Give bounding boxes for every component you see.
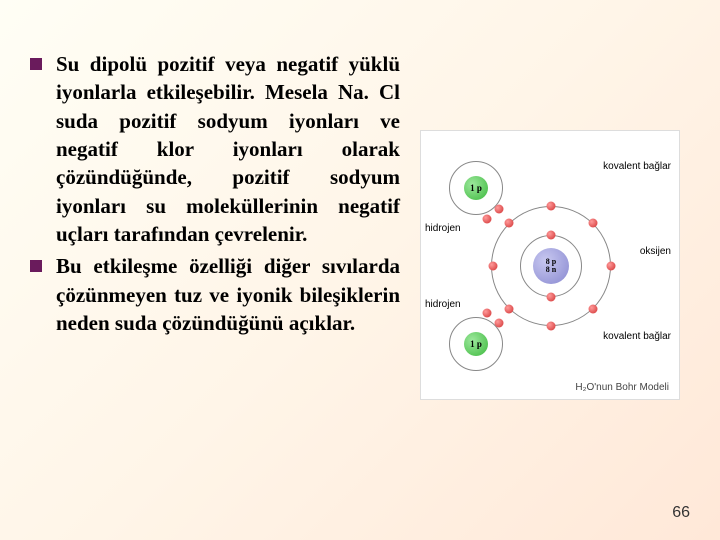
label-hidrojen-top: hidrojen <box>425 223 461 234</box>
electron <box>547 293 556 302</box>
bullet-item: Su dipolü pozitif veya negatif yüklü iyo… <box>30 50 400 248</box>
bullet-item: Bu etkileşme özelliği diğer sıvılarda çö… <box>30 252 400 337</box>
electron <box>547 202 556 211</box>
label-hidrojen-bottom: hidrojen <box>425 299 461 310</box>
bullet-marker <box>30 58 42 70</box>
electron <box>505 305 514 314</box>
electron <box>495 205 504 214</box>
diagram-caption: H₂O'nun Bohr Modeli <box>575 382 669 393</box>
electron <box>589 219 598 228</box>
bullet-text: Bu etkileşme özelliği diğer sıvılarda çö… <box>56 252 400 337</box>
text-column: Su dipolü pozitif veya negatif yüklü iyo… <box>30 50 410 400</box>
electron <box>495 319 504 328</box>
electron <box>483 309 492 318</box>
electron <box>547 322 556 331</box>
bullet-marker <box>30 260 42 272</box>
electron <box>505 219 514 228</box>
hydrogen-nucleus-top: 1 p <box>464 176 488 200</box>
electron <box>607 262 616 271</box>
diagram-column: 8 p 8 n 1 p 1 p <box>410 50 680 400</box>
label-oksijen: oksijen <box>640 246 671 257</box>
slide-content: Su dipolü pozitif veya negatif yüklü iyo… <box>0 0 720 420</box>
electron <box>489 262 498 271</box>
oxygen-nucleus: 8 p 8 n <box>533 248 569 284</box>
electron <box>483 215 492 224</box>
page-number: 66 <box>672 504 690 522</box>
hydrogen-nucleus-bottom: 1 p <box>464 332 488 356</box>
label-kovalent-bottom: kovalent bağlar <box>603 331 671 342</box>
bullet-text: Su dipolü pozitif veya negatif yüklü iyo… <box>56 50 400 248</box>
label-kovalent-top: kovalent bağlar <box>603 161 671 172</box>
electron <box>589 305 598 314</box>
bohr-model-diagram: 8 p 8 n 1 p 1 p <box>420 130 680 400</box>
electron <box>547 231 556 240</box>
